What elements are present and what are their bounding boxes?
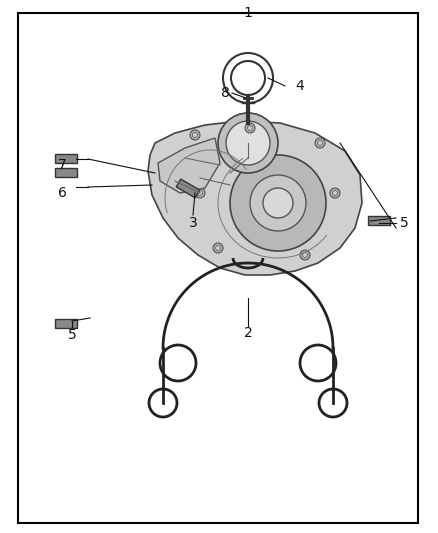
Polygon shape bbox=[148, 121, 362, 275]
Circle shape bbox=[192, 133, 198, 138]
Circle shape bbox=[195, 188, 205, 198]
Circle shape bbox=[247, 125, 252, 131]
Text: 4: 4 bbox=[296, 79, 304, 93]
Text: 7: 7 bbox=[58, 158, 67, 172]
Bar bbox=[55, 319, 77, 328]
Text: 5: 5 bbox=[399, 216, 408, 230]
Circle shape bbox=[332, 190, 338, 196]
Circle shape bbox=[198, 190, 202, 196]
Text: 3: 3 bbox=[189, 216, 198, 230]
Circle shape bbox=[263, 188, 293, 218]
Bar bbox=[55, 154, 77, 163]
Circle shape bbox=[245, 123, 255, 133]
Circle shape bbox=[315, 138, 325, 148]
Circle shape bbox=[218, 113, 278, 173]
Bar bbox=[176, 179, 200, 198]
Circle shape bbox=[226, 121, 270, 165]
Text: 5: 5 bbox=[67, 328, 76, 342]
Circle shape bbox=[215, 246, 220, 251]
Text: 2: 2 bbox=[244, 326, 252, 340]
Text: 8: 8 bbox=[221, 86, 230, 100]
Polygon shape bbox=[158, 138, 220, 193]
Circle shape bbox=[213, 243, 223, 253]
Circle shape bbox=[300, 250, 310, 260]
Circle shape bbox=[230, 155, 326, 251]
Circle shape bbox=[330, 188, 340, 198]
Text: 6: 6 bbox=[57, 186, 67, 200]
Circle shape bbox=[318, 141, 322, 146]
Circle shape bbox=[250, 175, 306, 231]
Bar bbox=[368, 216, 390, 225]
Bar bbox=[55, 168, 77, 177]
Text: 1: 1 bbox=[244, 6, 252, 20]
Circle shape bbox=[190, 130, 200, 140]
Circle shape bbox=[303, 253, 307, 257]
